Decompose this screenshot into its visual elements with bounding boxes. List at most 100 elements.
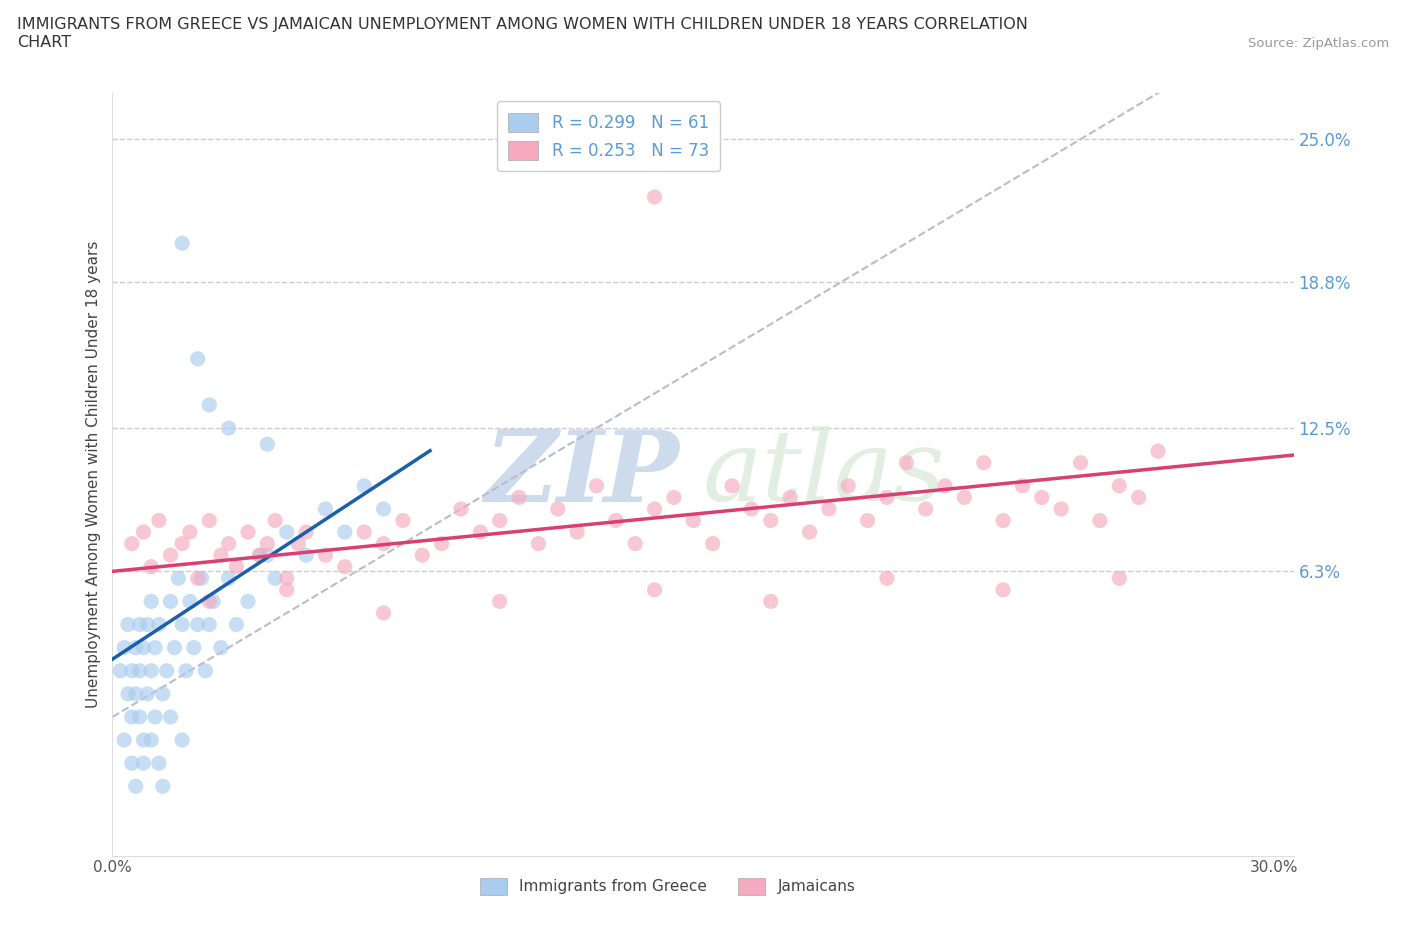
Point [450, 501, 472, 516]
Point [759, 513, 782, 528]
Point [392, 513, 415, 528]
Point [585, 478, 607, 493]
Point [156, 663, 179, 678]
Point [194, 663, 217, 678]
Point [136, 686, 159, 701]
Point [295, 548, 318, 563]
Point [236, 525, 259, 539]
Point [117, 686, 139, 701]
Point [276, 582, 298, 597]
Point [1108, 478, 1130, 493]
Point [264, 513, 287, 528]
Point [373, 605, 395, 620]
Text: ZIP: ZIP [485, 426, 679, 523]
Point [488, 513, 510, 528]
Point [218, 571, 240, 586]
Point [547, 501, 569, 516]
Point [172, 537, 194, 551]
Point [644, 582, 666, 597]
Point [125, 640, 148, 655]
Point [702, 537, 724, 551]
Point [682, 513, 704, 528]
Point [143, 640, 166, 655]
Point [1031, 490, 1053, 505]
Legend: Immigrants from Greece, Jamaicans: Immigrants from Greece, Jamaicans [474, 871, 862, 901]
Point [152, 686, 174, 701]
Point [837, 478, 859, 493]
Point [198, 513, 221, 528]
Point [183, 640, 205, 655]
Point [209, 548, 232, 563]
Point [172, 236, 194, 251]
Point [605, 513, 627, 528]
Point [190, 571, 212, 586]
Y-axis label: Unemployment Among Women with Children Under 18 years: Unemployment Among Women with Children U… [86, 241, 101, 708]
Point [856, 513, 879, 528]
Point [148, 618, 170, 632]
Point [373, 537, 395, 551]
Point [488, 594, 510, 609]
Point [508, 490, 530, 505]
Point [314, 501, 336, 516]
Point [198, 397, 221, 412]
Point [662, 490, 685, 505]
Point [1050, 501, 1073, 516]
Point [152, 778, 174, 793]
Point [353, 525, 375, 539]
Point [779, 490, 801, 505]
Point [132, 525, 155, 539]
Point [172, 733, 194, 748]
Point [314, 548, 336, 563]
Point [256, 537, 278, 551]
Point [249, 548, 271, 563]
Point [209, 640, 232, 655]
Point [333, 559, 356, 574]
Point [256, 548, 278, 563]
Point [470, 525, 492, 539]
Point [159, 710, 181, 724]
Point [896, 456, 918, 471]
Point [167, 571, 190, 586]
Point [876, 571, 898, 586]
Point [1011, 478, 1033, 493]
Text: atlas: atlas [703, 427, 946, 522]
Point [527, 537, 550, 551]
Point [914, 501, 936, 516]
Point [759, 594, 782, 609]
Point [159, 594, 181, 609]
Point [141, 663, 163, 678]
Point [934, 478, 956, 493]
Point [128, 710, 150, 724]
Point [179, 525, 201, 539]
Point [198, 594, 221, 609]
Point [1070, 456, 1092, 471]
Point [136, 618, 159, 632]
Point [132, 756, 155, 771]
Point [644, 190, 666, 205]
Point [117, 618, 139, 632]
Point [121, 710, 143, 724]
Point [141, 594, 163, 609]
Point [333, 525, 356, 539]
Point [132, 733, 155, 748]
Point [991, 582, 1014, 597]
Point [187, 352, 209, 366]
Point [198, 618, 221, 632]
Point [187, 571, 209, 586]
Point [973, 456, 995, 471]
Text: IMMIGRANTS FROM GREECE VS JAMAICAN UNEMPLOYMENT AMONG WOMEN WITH CHILDREN UNDER : IMMIGRANTS FROM GREECE VS JAMAICAN UNEMP… [17, 17, 1028, 32]
Point [159, 548, 181, 563]
Point [249, 548, 271, 563]
Point [1108, 571, 1130, 586]
Point [121, 756, 143, 771]
Point [430, 537, 453, 551]
Point [1147, 444, 1170, 458]
Point [721, 478, 744, 493]
Point [287, 537, 309, 551]
Text: Source: ZipAtlas.com: Source: ZipAtlas.com [1249, 37, 1389, 50]
Point [624, 537, 647, 551]
Point [172, 618, 194, 632]
Point [148, 756, 170, 771]
Point [295, 525, 318, 539]
Point [353, 478, 375, 493]
